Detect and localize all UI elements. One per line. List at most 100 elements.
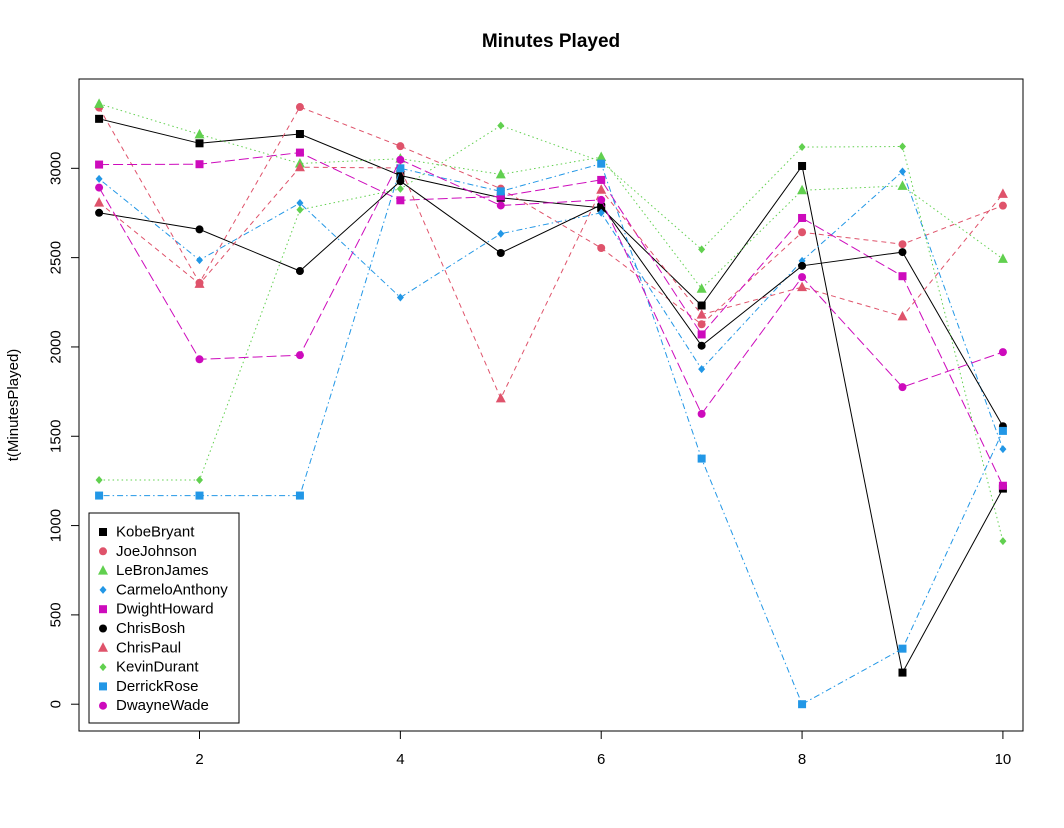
data-point [295,267,304,276]
data-point [597,175,606,184]
data-point [596,184,607,194]
data-point [95,476,103,485]
data-point [94,98,105,108]
data-point [396,196,405,205]
data-point [396,164,405,173]
data-point [396,171,405,180]
data-point [195,160,204,169]
data-point [898,272,907,281]
data-point [597,243,606,252]
legend-label: LeBronJames [116,562,209,579]
data-point [95,208,104,217]
legend-marker [99,547,107,556]
data-point [196,476,204,485]
data-point [999,537,1007,546]
data-point [195,139,204,148]
data-point [94,197,105,207]
data-point [295,130,304,139]
data-point [596,151,607,162]
legend-label: CarmeloAnthony [116,581,228,598]
data-point [798,273,807,282]
y-tick-label: 0 [48,700,65,708]
legend-item: DwightHoward [99,601,214,618]
x-tick-label: 2 [195,751,203,768]
legend-marker [99,624,107,633]
legend-item: DerrickRose [99,678,199,695]
data-point [196,256,204,265]
legend-item: ChrisBosh [99,620,185,637]
data-point [95,183,104,192]
data-point [95,160,104,169]
data-point [497,229,505,238]
series-line-LeBronJames [98,103,1004,290]
data-point [396,184,404,193]
series-KevinDurant [95,121,1007,546]
data-point [798,228,807,237]
data-point [697,409,706,418]
data-point [295,103,304,112]
data-point [295,351,304,360]
data-point [798,700,807,709]
y-tick-label: 1000 [48,509,65,542]
data-point [495,392,506,403]
data-point [798,213,807,222]
series-DwayneWade [95,155,1007,418]
legend-label: KevinDurant [116,659,199,676]
legend-item: DwayneWade [99,697,209,714]
y-tick-label: 500 [48,602,65,627]
data-point [697,301,706,310]
data-point [898,383,907,392]
legend-item: KobeBryant [99,524,195,541]
data-point [296,205,304,214]
data-point [597,208,605,217]
data-point [194,128,205,139]
series-CarmeloAnthony [95,167,1007,454]
data-point [95,174,103,183]
legend-marker [99,701,107,710]
series-line-DwayneWade [98,159,1004,415]
data-point [998,348,1007,357]
legend-marker [98,565,108,575]
series-line-DerrickRose [99,163,1004,705]
chart-title: Minutes Played [482,31,620,52]
series-DwightHoward [95,148,1007,490]
legend: KobeBryant JoeJohnson LeBronJames CarmeloAn… [88,512,240,724]
data-point [496,248,505,257]
legend-marker [99,585,107,594]
legend-label: KobeBryant [116,524,195,541]
data-point [295,148,304,157]
legend-marker [99,528,107,536]
series-layer [94,98,1008,709]
legend-marker [99,663,107,672]
legend-label: ChrisBosh [116,620,185,637]
data-point [295,491,304,500]
y-tick-label: 1500 [48,420,65,453]
data-point [898,142,906,151]
series-line-ChrisPaul [98,166,1004,400]
data-point [998,426,1007,435]
y-axis-label: t(MinutesPlayed) [5,349,22,462]
legend-item: KevinDurant [99,659,199,676]
data-point [997,188,1008,198]
data-point [697,330,706,339]
y-axis: 0 500 1000 1500 2000 2500 3000 [48,152,80,708]
data-point [798,161,807,170]
data-point [698,365,706,374]
series-line-ChrisBosh [99,180,1004,427]
y-tick-label: 3000 [48,152,65,185]
data-point [396,293,404,302]
data-point [898,167,906,176]
data-point [497,121,505,130]
data-point [998,201,1007,210]
data-point [95,491,104,500]
data-point [999,445,1007,454]
data-point [597,195,606,204]
data-point [696,283,707,293]
data-point [898,668,907,677]
x-axis: 2 4 6 8 10 [195,730,1011,768]
x-tick-label: 6 [597,751,605,768]
legend-item: JoeJohnson [99,543,197,560]
legend-label: JoeJohnson [116,543,197,560]
x-tick-label: 4 [396,751,404,768]
